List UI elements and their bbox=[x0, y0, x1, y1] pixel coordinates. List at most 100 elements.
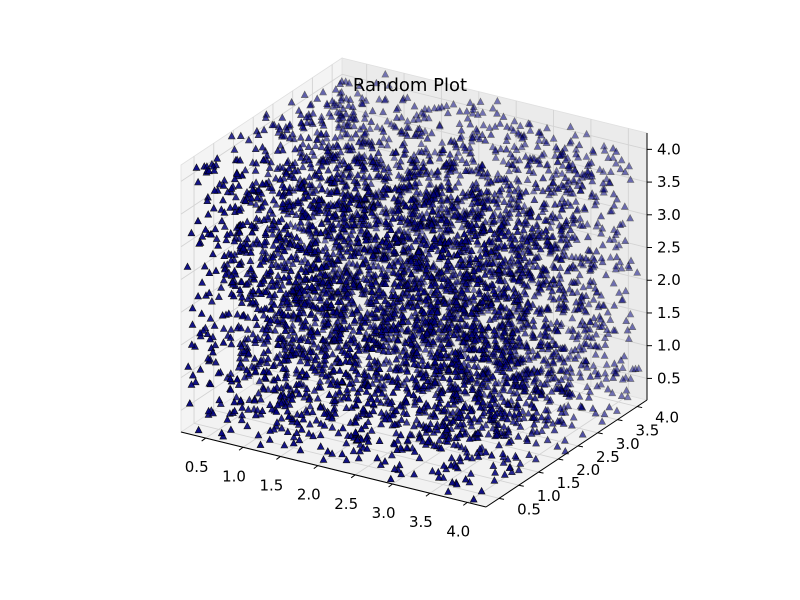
data-point bbox=[510, 275, 518, 283]
data-point bbox=[616, 220, 625, 228]
data-point bbox=[524, 409, 533, 417]
data-point bbox=[412, 340, 421, 349]
data-point bbox=[490, 386, 499, 395]
data-point bbox=[307, 117, 316, 126]
data-point bbox=[426, 156, 434, 165]
data-point bbox=[343, 121, 352, 129]
data-point bbox=[456, 171, 465, 179]
data-point bbox=[466, 209, 475, 217]
data-point bbox=[559, 182, 568, 190]
data-point bbox=[412, 228, 421, 236]
data-point bbox=[628, 322, 637, 331]
data-point bbox=[560, 358, 568, 366]
data-point bbox=[314, 343, 323, 351]
data-point bbox=[379, 107, 387, 116]
data-point bbox=[608, 388, 617, 397]
data-point bbox=[556, 404, 565, 412]
data-point bbox=[617, 391, 626, 400]
data-point bbox=[375, 137, 384, 146]
data-point bbox=[513, 388, 521, 396]
data-point bbox=[336, 147, 345, 156]
data-point bbox=[590, 261, 599, 269]
data-point bbox=[551, 263, 559, 271]
data-point bbox=[384, 163, 393, 171]
data-point bbox=[310, 386, 319, 394]
data-point bbox=[449, 408, 457, 416]
data-point bbox=[531, 454, 540, 463]
data-point bbox=[566, 184, 574, 193]
data-point bbox=[572, 197, 580, 205]
data-point bbox=[335, 342, 344, 350]
data-point bbox=[345, 79, 354, 87]
data-point bbox=[502, 145, 511, 153]
data-point bbox=[597, 380, 605, 388]
data-point bbox=[268, 230, 277, 238]
data-point bbox=[381, 172, 390, 181]
data-point bbox=[587, 158, 596, 166]
data-point bbox=[330, 153, 339, 161]
data-point bbox=[479, 378, 488, 386]
data-point bbox=[429, 225, 438, 233]
data-point bbox=[582, 129, 591, 138]
data-point bbox=[543, 435, 552, 444]
data-point bbox=[380, 165, 388, 173]
data-point bbox=[573, 287, 582, 296]
data-point bbox=[525, 166, 534, 174]
data-point bbox=[461, 166, 470, 174]
data-point bbox=[315, 293, 324, 302]
data-point bbox=[595, 165, 604, 173]
data-point bbox=[579, 221, 587, 229]
data-point bbox=[253, 235, 261, 244]
data-point bbox=[285, 133, 294, 142]
data-point bbox=[291, 222, 300, 230]
data-point bbox=[411, 162, 420, 171]
data-point bbox=[437, 195, 446, 203]
data-point bbox=[403, 131, 412, 139]
data-point bbox=[323, 146, 332, 155]
data-point bbox=[539, 173, 547, 182]
data-point bbox=[521, 139, 529, 148]
data-point bbox=[521, 216, 530, 224]
data-point bbox=[405, 265, 413, 273]
data-point bbox=[587, 169, 596, 177]
data-point bbox=[438, 188, 447, 197]
data-point bbox=[519, 354, 528, 363]
data-point bbox=[340, 159, 349, 167]
data-point bbox=[402, 418, 411, 426]
data-point bbox=[576, 252, 585, 261]
data-point bbox=[580, 203, 589, 211]
data-point bbox=[306, 159, 315, 168]
data-point bbox=[353, 89, 362, 97]
data-point bbox=[575, 140, 584, 149]
data-point bbox=[624, 261, 633, 269]
data-point bbox=[607, 206, 616, 215]
data-point bbox=[330, 265, 338, 273]
data-point bbox=[554, 304, 563, 312]
data-point bbox=[355, 137, 363, 146]
data-point bbox=[388, 403, 397, 412]
data-point bbox=[509, 126, 518, 134]
data-point bbox=[493, 295, 502, 303]
data-point bbox=[553, 317, 561, 326]
data-point bbox=[260, 339, 268, 347]
data-point bbox=[499, 112, 508, 120]
data-point bbox=[598, 257, 607, 266]
data-point bbox=[541, 314, 550, 323]
data-point bbox=[534, 386, 543, 395]
data-point bbox=[547, 181, 556, 190]
data-point bbox=[605, 402, 614, 411]
data-point bbox=[533, 142, 542, 150]
data-point bbox=[594, 369, 603, 378]
data-point bbox=[549, 275, 558, 283]
data-point bbox=[544, 166, 553, 174]
data-point bbox=[621, 167, 629, 176]
data-point bbox=[259, 246, 267, 255]
data-point bbox=[502, 304, 511, 312]
data-point bbox=[287, 98, 296, 106]
data-point bbox=[391, 148, 400, 156]
data-point bbox=[499, 157, 508, 165]
data-point bbox=[602, 374, 611, 382]
data-point bbox=[511, 451, 520, 460]
data-point bbox=[329, 249, 338, 258]
data-point bbox=[494, 202, 503, 211]
